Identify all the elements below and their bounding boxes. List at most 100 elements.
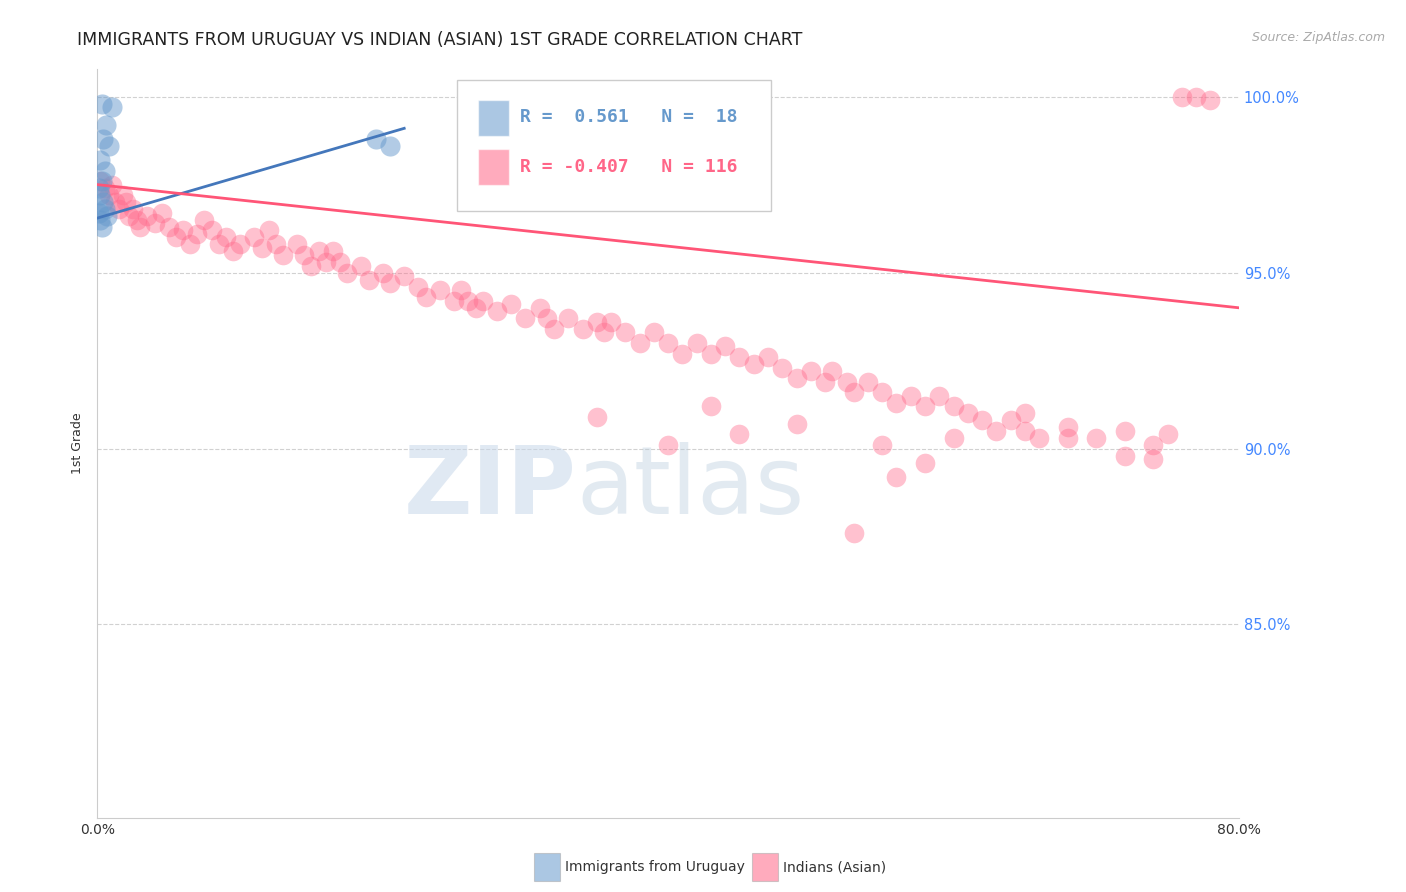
Point [870,438,893,452]
Point [378,276,401,290]
Point [628,336,651,351]
Point [600,315,623,329]
Point [357,272,380,286]
Point [543,322,565,336]
Point [986,424,1008,438]
Point [136,209,159,223]
Point [1085,431,1108,445]
Point [1000,413,1022,427]
Point [415,290,437,304]
Point [1199,93,1222,107]
Point [103,195,125,210]
Point [700,346,723,360]
Text: Immigrants from Uruguay: Immigrants from Uruguay [565,860,745,874]
Point [222,244,245,259]
Point [97,188,120,202]
Point [378,139,401,153]
Point [956,406,979,420]
Point [1142,438,1164,452]
Point [515,311,537,326]
Point [443,293,465,308]
Point [886,469,908,483]
FancyBboxPatch shape [457,79,770,211]
Point [942,431,965,445]
Text: R = -0.407   N = 116: R = -0.407 N = 116 [520,158,737,176]
Point [257,223,280,237]
Point [756,350,779,364]
Point [814,375,837,389]
Point [118,209,141,223]
FancyBboxPatch shape [478,100,509,136]
Point [143,216,166,230]
Point [94,118,117,132]
Point [89,212,111,227]
Point [786,371,808,385]
Point [93,181,115,195]
Point [728,350,751,364]
Point [614,326,637,340]
Text: Indians (Asian): Indians (Asian) [783,860,886,874]
Text: atlas: atlas [576,442,806,534]
Point [90,219,112,234]
Point [90,96,112,111]
Point [856,375,879,389]
Point [728,427,751,442]
Point [700,400,723,414]
Point [842,385,865,400]
Point [336,266,359,280]
Point [193,212,215,227]
Point [108,202,131,217]
Point [800,364,823,378]
Point [285,237,308,252]
Point [371,266,394,280]
Point [89,174,111,188]
Point [1014,406,1036,420]
Point [770,360,793,375]
Point [100,178,122,192]
Point [408,279,430,293]
Point [179,237,201,252]
Point [870,385,893,400]
Point [115,195,138,210]
Point [1014,424,1036,438]
Point [89,188,111,202]
Point [571,322,593,336]
Point [364,132,387,146]
Point [292,248,315,262]
Point [1028,431,1050,445]
Point [322,244,344,259]
Point [93,163,115,178]
Point [585,315,607,329]
Point [165,230,187,244]
Point [200,223,222,237]
Point [89,153,111,167]
Point [464,301,486,315]
Point [1056,431,1078,445]
Point [786,417,808,431]
Point [315,255,337,269]
Point [471,293,494,308]
Point [129,219,152,234]
Point [93,202,115,217]
Point [172,223,194,237]
Text: ZIP: ZIP [404,442,576,534]
Point [900,389,922,403]
Point [91,132,114,146]
Point [271,248,294,262]
Point [150,206,173,220]
Point [657,438,679,452]
Point [429,283,451,297]
Point [671,346,693,360]
Point [87,181,110,195]
Point [593,326,616,340]
Point [112,188,135,202]
Text: Source: ZipAtlas.com: Source: ZipAtlas.com [1251,31,1385,45]
Point [742,357,765,371]
Point [457,293,479,308]
Point [557,311,579,326]
Point [301,259,323,273]
Point [1056,420,1078,434]
Text: R =  0.561   N =  18: R = 0.561 N = 18 [520,108,737,127]
Point [157,219,180,234]
Point [1185,89,1208,103]
